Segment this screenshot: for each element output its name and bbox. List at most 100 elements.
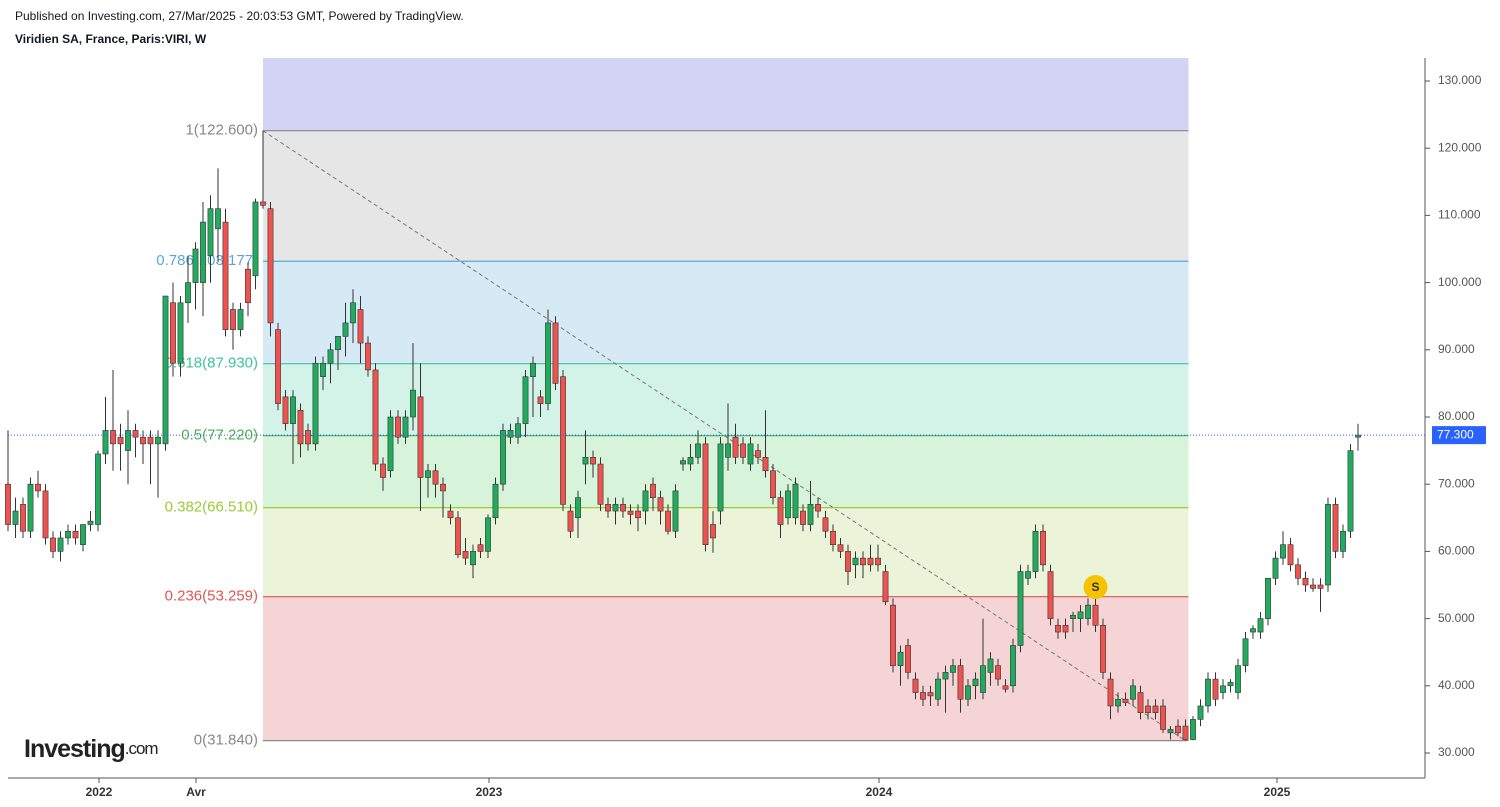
- candle-body: [1085, 604, 1091, 619]
- candle-body: [125, 430, 131, 451]
- candle-body: [140, 436, 146, 445]
- candle-body: [65, 530, 71, 539]
- logo: Investing.com: [24, 735, 158, 763]
- candle-body: [387, 416, 394, 472]
- candle-body: [485, 517, 491, 552]
- candle-body: [20, 504, 26, 532]
- candle-body: [687, 457, 694, 465]
- y-tick-label: 80.000: [1438, 409, 1475, 423]
- fib-label: 0.618(87.930): [165, 355, 258, 372]
- logo-main: Investing: [24, 735, 125, 763]
- candle-body: [1145, 705, 1151, 713]
- candle-body: [230, 309, 236, 330]
- fib-zone: [263, 596, 1189, 741]
- candle-body: [162, 295, 169, 445]
- candle-body: [1092, 604, 1099, 626]
- candle-body: [1257, 618, 1264, 633]
- candle-body: [1190, 719, 1196, 740]
- candle-body: [462, 551, 469, 559]
- candle-body: [1025, 571, 1031, 579]
- candle-body: [680, 460, 686, 465]
- candle-body: [702, 443, 709, 545]
- candle-body: [740, 443, 746, 458]
- y-tick-label: 90.000: [1438, 342, 1475, 356]
- candle-body: [477, 544, 484, 552]
- published-note: Published on Investing.com, 27/Mar/2025 …: [15, 9, 464, 23]
- candle-body: [537, 396, 544, 404]
- x-tick-label: 2025: [1264, 785, 1291, 799]
- candle-body: [815, 504, 821, 512]
- candle-body: [852, 557, 859, 566]
- candle-body: [1340, 530, 1346, 552]
- candle-body: [1175, 725, 1181, 734]
- candle-body: [320, 362, 326, 377]
- candle-body: [117, 436, 124, 445]
- candle-body: [620, 504, 626, 512]
- candle-body: [327, 349, 334, 364]
- fib-label: 0.236(53.259): [165, 588, 258, 605]
- candle-body: [290, 396, 296, 425]
- fib-label: 0.5(77.220): [181, 427, 258, 444]
- candle-body: [342, 322, 349, 337]
- candle-body: [1280, 544, 1286, 559]
- candle-body: [1182, 725, 1189, 740]
- trend-line: [262, 130, 1186, 742]
- candle-body: [1235, 665, 1241, 693]
- fib-zone: [263, 58, 1189, 131]
- candle-body: [1107, 678, 1114, 707]
- candle-body: [1265, 577, 1271, 619]
- candle-body: [432, 470, 439, 485]
- candle-body: [222, 221, 229, 330]
- candle-body: [792, 483, 799, 519]
- candle-body: [215, 208, 221, 230]
- candle-body: [425, 470, 431, 478]
- candle-body: [762, 457, 769, 472]
- candle-body: [995, 665, 1001, 680]
- candle-body: [335, 336, 341, 351]
- candle-body: [627, 510, 634, 515]
- candle-body: [1302, 577, 1309, 586]
- candle-body: [1167, 729, 1174, 734]
- candle-body: [350, 302, 356, 324]
- candle-body: [1227, 682, 1234, 687]
- y-tick-label: 40.000: [1438, 678, 1475, 692]
- candle-body: [590, 457, 596, 465]
- symbol-title: Viridien SA, France, Paris:VIRI, W: [15, 32, 207, 46]
- candle-body: [717, 443, 724, 512]
- candle-body: [1332, 504, 1339, 552]
- candle-body: [927, 692, 934, 697]
- candle-body: [552, 322, 559, 384]
- candle-body: [5, 483, 11, 525]
- candle-body: [522, 376, 529, 425]
- candle-body: [1152, 705, 1159, 713]
- candle-body: [867, 557, 874, 566]
- candle-body: [1130, 685, 1136, 700]
- candle-body: [1047, 571, 1054, 619]
- candle-body: [1010, 645, 1016, 687]
- candle-body: [732, 436, 739, 458]
- fib-zone: [263, 363, 1189, 436]
- y-tick-label: 100.000: [1438, 275, 1482, 289]
- candle-body: [110, 430, 116, 445]
- candle-body: [950, 665, 956, 673]
- plot-area: 1(122.600) 0.786(103.177) 0.618(87.930) 0.5…: [5, 58, 1361, 749]
- candle-body: [905, 645, 911, 673]
- candle-body: [297, 409, 304, 445]
- candle-body: [665, 510, 671, 532]
- candle-body: [1347, 450, 1354, 532]
- fib-label: 1(122.600): [185, 122, 258, 139]
- candle-body: [650, 483, 656, 498]
- candle-body: [1325, 504, 1331, 586]
- candle-body: [642, 490, 649, 512]
- candle-body: [875, 557, 881, 566]
- candle-body: [912, 678, 919, 693]
- candle-body: [1055, 625, 1061, 633]
- candle-body: [1197, 705, 1204, 720]
- candle-body: [1040, 530, 1046, 566]
- candle-body: [845, 551, 851, 572]
- candle-body: [942, 672, 949, 680]
- candle-body: [417, 396, 424, 478]
- candle-body: [1160, 705, 1166, 730]
- candle-body: [897, 651, 904, 666]
